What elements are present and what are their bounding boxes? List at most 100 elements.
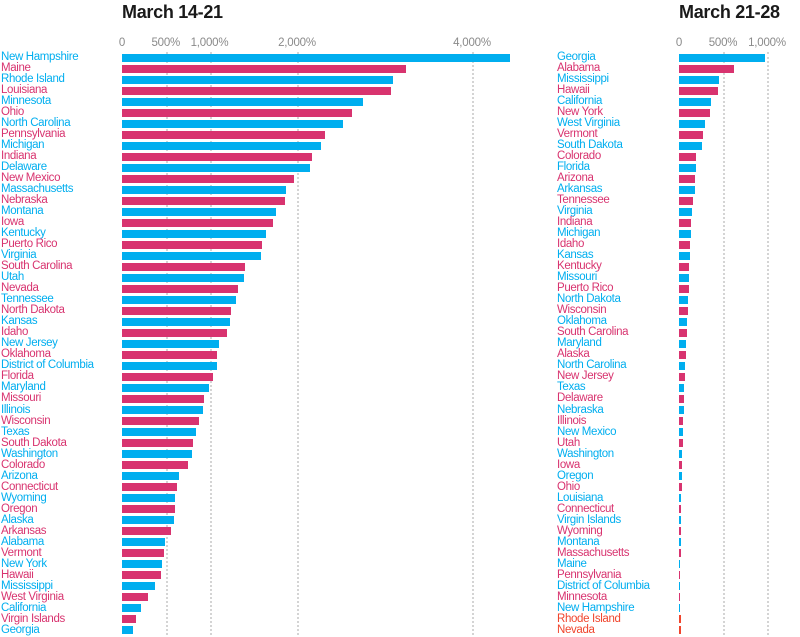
bar-row: South Carolina (0, 261, 530, 272)
bar (122, 439, 193, 448)
bar (122, 351, 217, 360)
row-label: West Virginia (1, 590, 64, 603)
bar (679, 306, 688, 315)
bar-row: New Mexico (0, 172, 530, 184)
bar-row: Ohio (556, 481, 800, 493)
bar (679, 130, 703, 139)
bar-row: Georgia (0, 624, 530, 636)
gridlines (556, 52, 800, 637)
bar (679, 626, 682, 635)
bar-row: South Dakota (556, 139, 800, 151)
row-label: Kentucky (1, 227, 46, 240)
bar (679, 207, 693, 216)
bar (679, 527, 682, 536)
gridline (472, 52, 474, 635)
bar-row: Hawaii (0, 569, 530, 581)
row-label: Montana (557, 535, 600, 548)
row-label: Colorado (557, 150, 601, 163)
bar (122, 207, 276, 216)
bar (122, 472, 179, 481)
bar-row: Massachusetts (556, 547, 800, 559)
bar-row: Tennessee (0, 294, 530, 305)
bar (122, 240, 262, 249)
bar-row: Alaska (0, 514, 530, 526)
row-label: Virgin Islands (1, 612, 65, 625)
row-label: Nebraska (1, 194, 48, 207)
bar-row: Florida (0, 371, 530, 382)
bar (679, 86, 719, 95)
bar (679, 53, 766, 62)
bar-row: Mississippi (0, 580, 530, 592)
row-label: Florida (1, 370, 34, 383)
bar (122, 582, 155, 591)
bar (122, 428, 197, 437)
bar (122, 273, 244, 282)
bar (679, 384, 685, 393)
bar-row: Rhode Island (0, 73, 530, 85)
row-label: North Carolina (557, 359, 627, 372)
axis-tick-label: 0 (118, 37, 126, 49)
panel-title: March 21-28 (679, 2, 780, 22)
axis-tick-label: 500% (708, 37, 738, 49)
bar-row: Nebraska (0, 194, 530, 207)
bar-row: Virginia (0, 250, 530, 261)
bar (679, 340, 687, 348)
panel-title: March 14-21 (122, 2, 223, 22)
bar (679, 417, 684, 426)
bar (122, 483, 178, 492)
gridline (297, 52, 299, 635)
row-label: Montana (1, 205, 44, 218)
bar (122, 196, 285, 205)
bar (679, 582, 681, 591)
bar (122, 328, 227, 337)
bar-row: Puerto Rico (556, 283, 800, 294)
bar-row: Virginia (556, 205, 800, 217)
bar (122, 340, 219, 348)
bar-row: Kentucky (0, 227, 530, 240)
row-label: Massachusetts (1, 183, 74, 196)
bar-row: West Virginia (0, 590, 530, 603)
bar (122, 450, 192, 459)
row-label: Arizona (557, 172, 594, 185)
row-label: Missouri (1, 392, 42, 405)
row-label: Maine (1, 62, 31, 75)
row-label: Alabama (557, 62, 600, 75)
row-label: Oklahoma (557, 315, 607, 328)
bar (122, 163, 311, 172)
row-label: Washington (1, 447, 58, 460)
bar-row: North Carolina (556, 360, 800, 371)
row-label: New Hampshire (1, 51, 79, 63)
axis-tick-label: 0 (675, 37, 683, 49)
bar (122, 141, 321, 150)
bar (122, 571, 161, 580)
bar-row: Texas (0, 426, 530, 438)
row-label: Hawaii (557, 84, 590, 97)
bar (679, 273, 689, 282)
bar (122, 516, 175, 525)
bar-row: Idaho (556, 239, 800, 250)
bar (679, 373, 685, 382)
bar (679, 406, 684, 415)
bar (679, 538, 681, 547)
row-label: Tennessee (1, 293, 54, 306)
row-label: Maryland (557, 337, 602, 350)
bar (679, 163, 696, 172)
bar (679, 284, 689, 293)
bar-row: Maryland (0, 382, 530, 393)
row-label: Idaho (1, 326, 29, 339)
row-label: Rhode Island (557, 612, 621, 625)
bar (679, 494, 682, 503)
row-label: Minnesota (557, 590, 607, 603)
bar (679, 119, 705, 128)
row-label: Pennsylvania (557, 568, 622, 581)
bar (122, 560, 162, 569)
row-label: Vermont (1, 546, 42, 559)
row-label: South Dakota (1, 436, 67, 449)
row-label: Kansas (1, 315, 38, 328)
bar (679, 108, 710, 117)
row-label: Delaware (557, 392, 603, 405)
gridline (723, 52, 725, 635)
bar-row: Maine (556, 558, 800, 570)
bar (679, 439, 683, 448)
bar (679, 593, 681, 602)
